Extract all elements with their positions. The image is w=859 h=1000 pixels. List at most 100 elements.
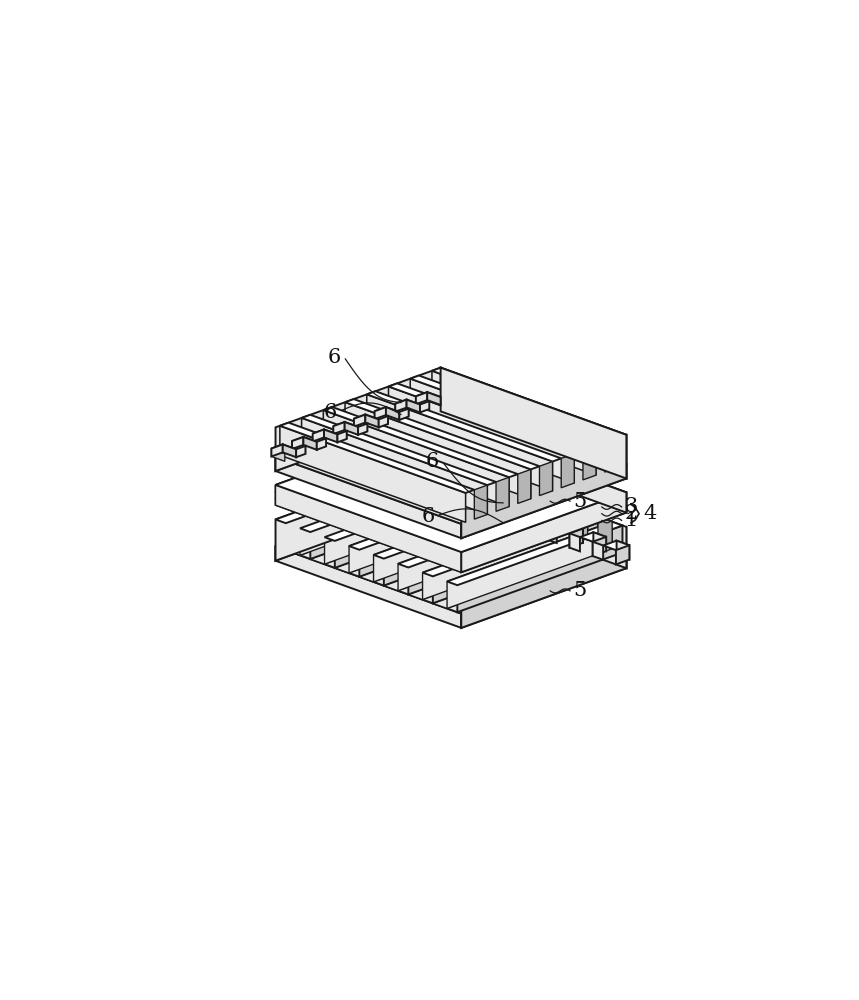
Polygon shape (333, 426, 347, 439)
Polygon shape (464, 490, 490, 500)
Polygon shape (317, 438, 326, 450)
Polygon shape (441, 368, 626, 464)
Polygon shape (276, 368, 441, 471)
Polygon shape (276, 397, 626, 524)
Polygon shape (365, 415, 379, 427)
Polygon shape (457, 525, 623, 612)
Polygon shape (461, 506, 626, 572)
Polygon shape (397, 408, 596, 480)
Polygon shape (374, 495, 549, 559)
Polygon shape (524, 507, 537, 526)
Polygon shape (367, 394, 552, 491)
Polygon shape (313, 430, 324, 442)
Polygon shape (313, 434, 326, 446)
Polygon shape (310, 472, 475, 559)
Polygon shape (561, 454, 575, 488)
Polygon shape (546, 525, 557, 543)
Polygon shape (419, 400, 618, 472)
Polygon shape (300, 469, 465, 555)
Polygon shape (580, 532, 606, 542)
Polygon shape (395, 404, 409, 417)
Polygon shape (447, 522, 623, 585)
Polygon shape (388, 387, 575, 483)
Polygon shape (523, 517, 533, 535)
Polygon shape (276, 492, 461, 566)
Text: 6: 6 (426, 452, 439, 471)
Polygon shape (441, 425, 626, 499)
Text: 1: 1 (624, 511, 638, 530)
Polygon shape (603, 541, 630, 550)
Polygon shape (433, 544, 612, 608)
Polygon shape (461, 554, 626, 628)
Polygon shape (276, 487, 626, 614)
Polygon shape (420, 401, 430, 412)
Polygon shape (354, 415, 379, 424)
Polygon shape (310, 499, 490, 564)
Polygon shape (447, 522, 612, 608)
Polygon shape (432, 371, 618, 467)
Polygon shape (500, 503, 514, 522)
Polygon shape (583, 446, 596, 480)
Polygon shape (461, 492, 626, 572)
Polygon shape (547, 515, 560, 534)
Polygon shape (441, 439, 626, 513)
Polygon shape (510, 507, 537, 517)
Polygon shape (441, 432, 626, 506)
Polygon shape (427, 392, 441, 405)
Polygon shape (594, 532, 606, 551)
Polygon shape (557, 524, 583, 533)
Polygon shape (496, 477, 509, 511)
Polygon shape (276, 485, 461, 559)
Polygon shape (518, 469, 531, 503)
Polygon shape (570, 528, 583, 548)
Polygon shape (451, 463, 465, 496)
Polygon shape (349, 486, 525, 550)
Polygon shape (477, 495, 490, 514)
Polygon shape (525, 490, 539, 522)
Polygon shape (395, 400, 420, 409)
Polygon shape (398, 504, 574, 567)
Polygon shape (292, 437, 317, 446)
Polygon shape (461, 499, 626, 566)
Polygon shape (325, 477, 490, 564)
Polygon shape (475, 472, 490, 504)
Polygon shape (408, 508, 574, 594)
Polygon shape (461, 492, 626, 559)
Polygon shape (276, 498, 461, 572)
Polygon shape (283, 444, 296, 457)
Polygon shape (276, 425, 626, 552)
Polygon shape (432, 368, 626, 438)
Text: 6: 6 (324, 403, 337, 422)
Polygon shape (441, 425, 626, 513)
Polygon shape (461, 435, 626, 538)
Text: 5: 5 (573, 492, 587, 511)
Polygon shape (593, 537, 606, 556)
Text: 3: 3 (624, 497, 638, 516)
Text: 6: 6 (422, 507, 435, 526)
Polygon shape (374, 495, 539, 582)
Polygon shape (276, 425, 441, 492)
Polygon shape (461, 464, 626, 538)
Polygon shape (501, 499, 514, 518)
Polygon shape (335, 508, 515, 573)
Polygon shape (441, 482, 454, 501)
Polygon shape (354, 415, 365, 427)
Text: 4: 4 (644, 504, 657, 523)
Polygon shape (280, 426, 466, 522)
Polygon shape (367, 391, 561, 462)
Polygon shape (333, 422, 344, 434)
Polygon shape (292, 437, 303, 449)
Polygon shape (441, 482, 466, 491)
Polygon shape (276, 487, 441, 561)
Polygon shape (616, 545, 630, 564)
Polygon shape (354, 419, 368, 431)
Polygon shape (276, 546, 461, 628)
Polygon shape (423, 513, 588, 600)
Polygon shape (289, 447, 487, 519)
Polygon shape (477, 500, 487, 518)
Polygon shape (292, 441, 306, 454)
Polygon shape (454, 482, 466, 501)
Polygon shape (323, 410, 509, 507)
Polygon shape (375, 416, 575, 488)
Polygon shape (478, 490, 490, 509)
